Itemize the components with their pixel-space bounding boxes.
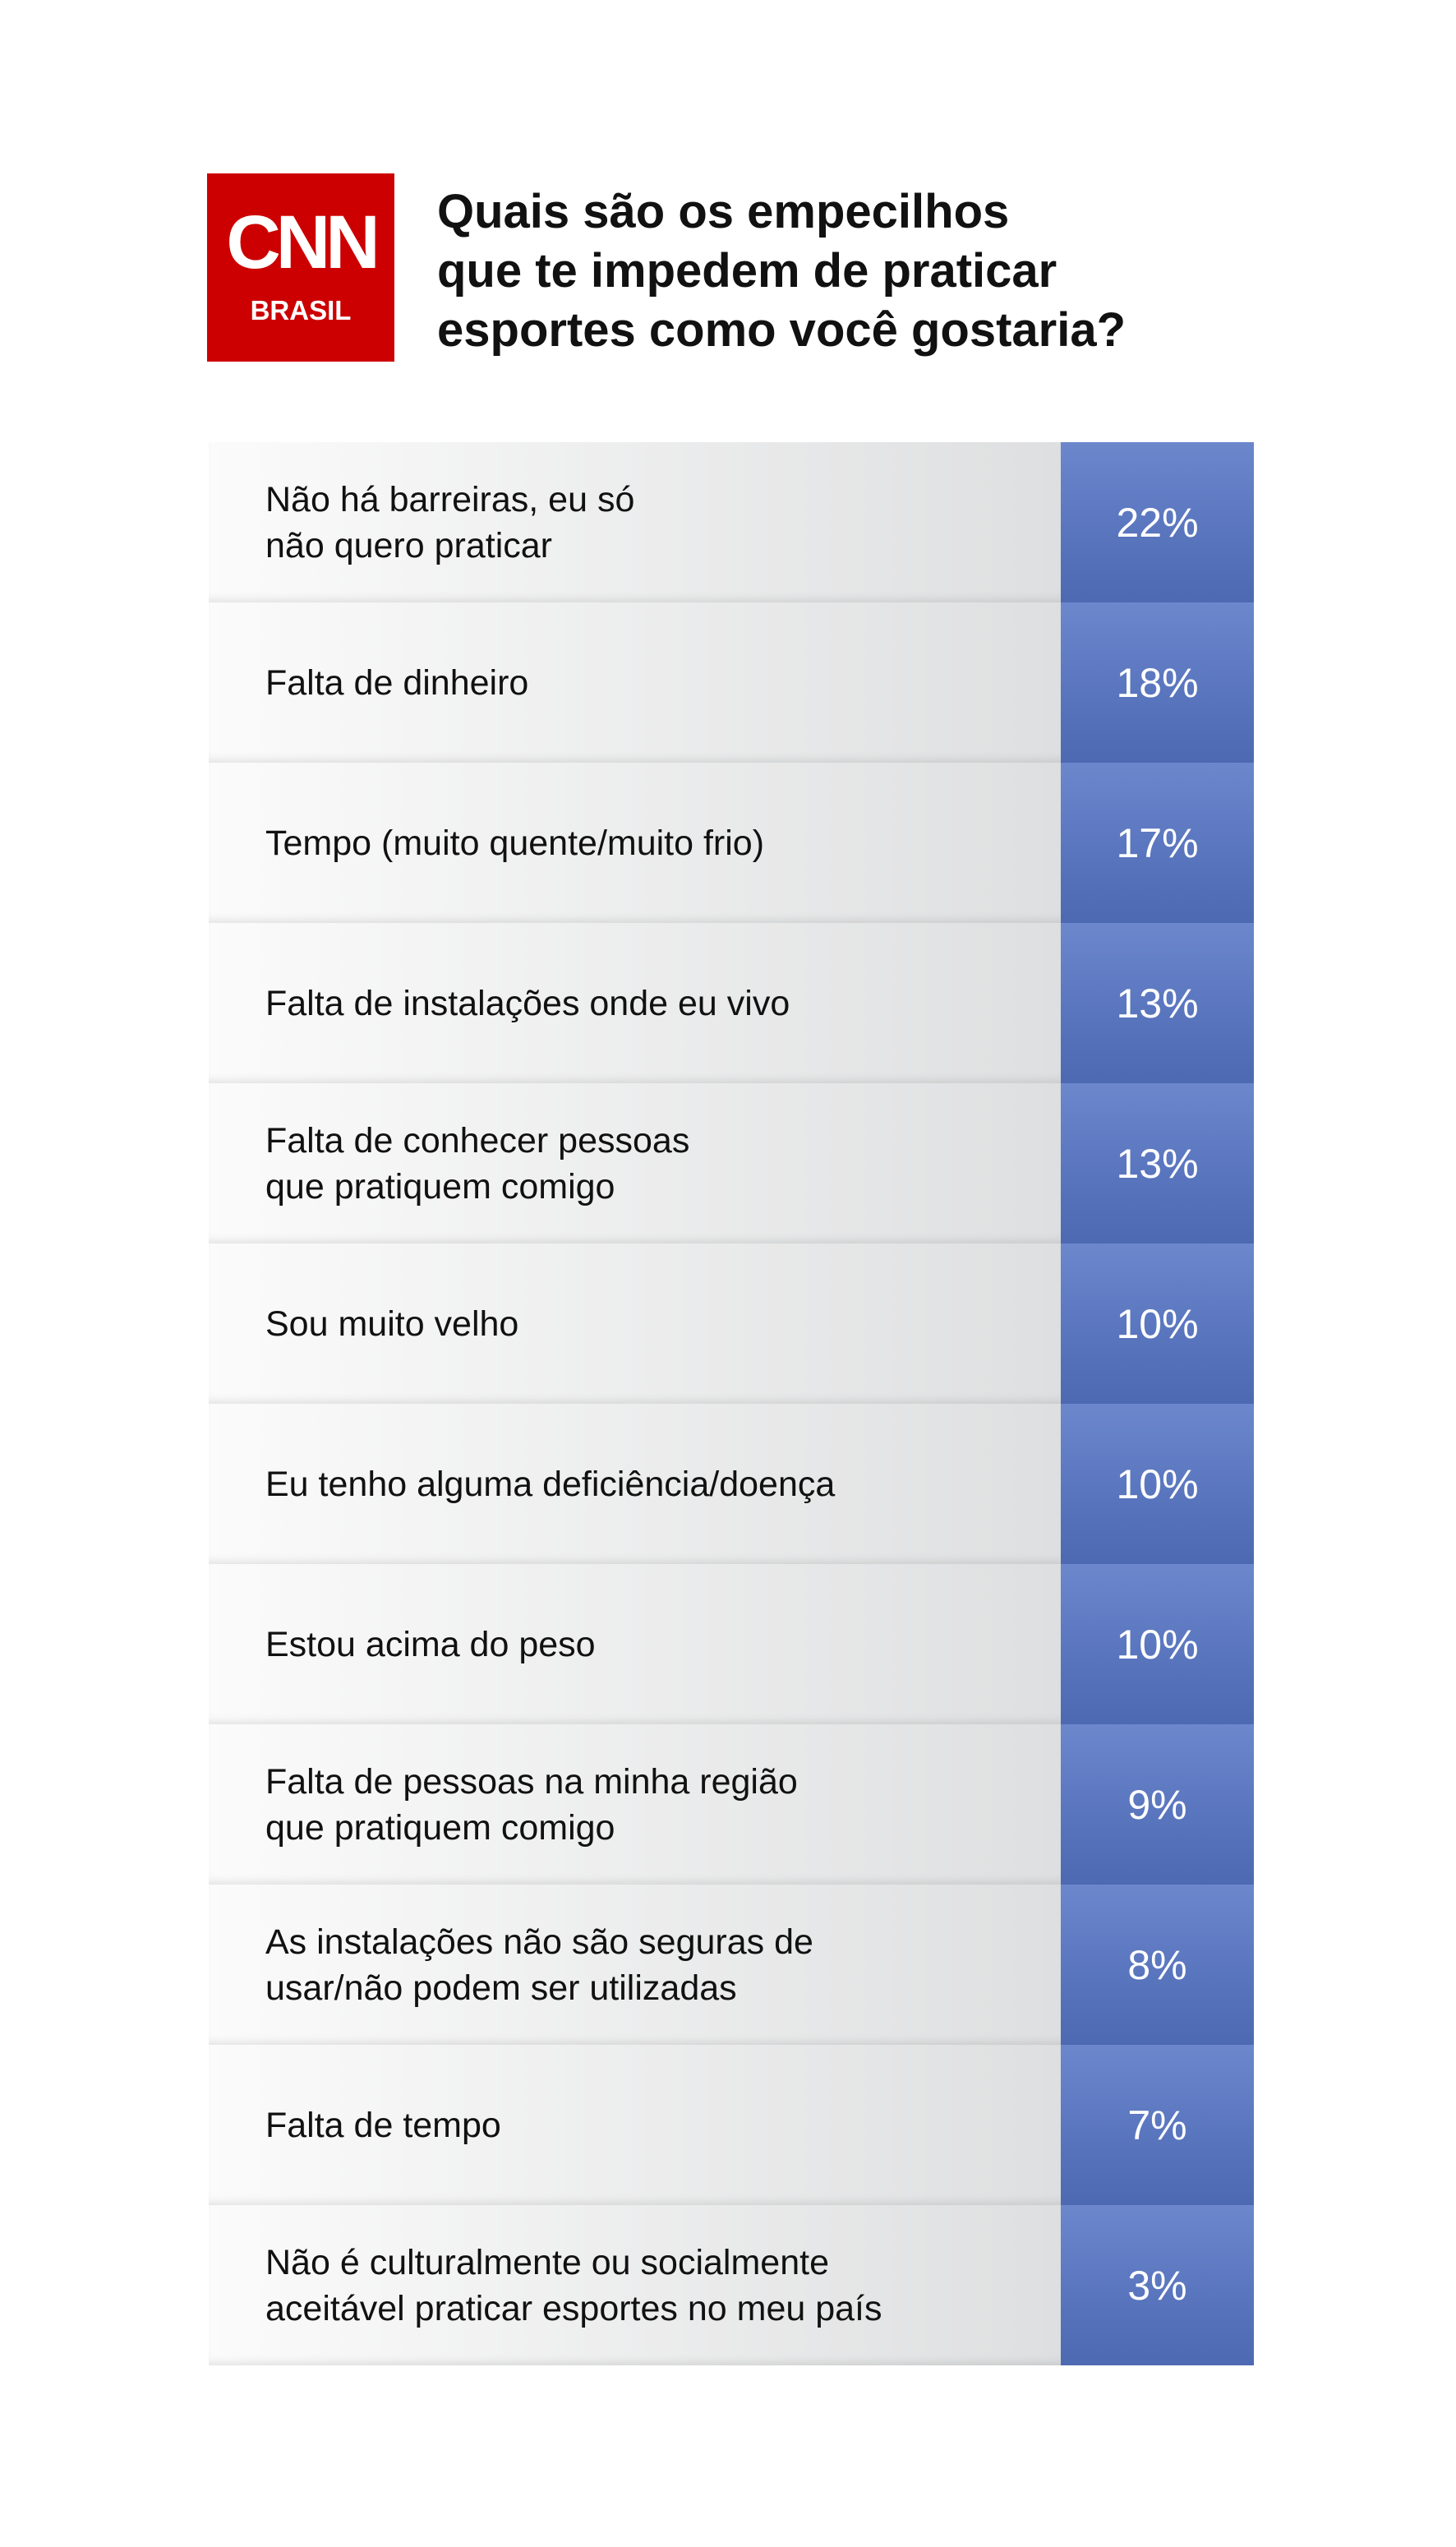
row-value: 10%: [1061, 1404, 1254, 1564]
row-value: 22%: [1061, 442, 1254, 602]
label-line: Falta de pessoas na minha região: [265, 1761, 798, 1802]
row-value: 18%: [1061, 602, 1254, 763]
row-label: Falta de pessoas na minha região que prat…: [209, 1724, 1061, 1885]
logo-subtitle: BRASIL: [250, 295, 352, 325]
label-line: aceitável praticar esportes no meu país: [265, 2288, 882, 2328]
table-row: Estou acima do peso 10%: [209, 1564, 1254, 1724]
table-row: As instalações não são seguras de usar/nã…: [209, 1885, 1254, 2045]
table: Não há barreiras, eu só não quero pratica…: [209, 442, 1254, 2365]
logo: CNN BRASIL: [207, 173, 394, 362]
row-label: Sou muito velho: [209, 1244, 1061, 1404]
table-row: Não é culturalmente ou socialmente aceitá…: [209, 2205, 1254, 2365]
row-label: Tempo (muito quente/muito frio): [209, 763, 1061, 923]
label-line: que pratiquem comigo: [265, 1807, 615, 1848]
table-row: Falta de dinheiro 18%: [209, 602, 1254, 763]
row-value: 10%: [1061, 1244, 1254, 1404]
row-label: Falta de conhecer pessoas que pratiquem c…: [209, 1083, 1061, 1244]
label-line: Falta de dinheiro: [265, 662, 529, 703]
table-row: Tempo (muito quente/muito frio) 17%: [209, 763, 1254, 923]
label-line: não quero praticar: [265, 525, 552, 565]
label-line: Tempo (muito quente/muito frio): [265, 823, 765, 863]
row-label: Falta de instalações onde eu vivo: [209, 923, 1061, 1083]
label-line: Falta de conhecer pessoas: [265, 1120, 690, 1160]
label-line: usar/não podem ser utilizadas: [265, 1968, 737, 2008]
label-line: Estou acima do peso: [265, 1624, 596, 1664]
row-value: 10%: [1061, 1564, 1254, 1724]
row-label: Estou acima do peso: [209, 1564, 1061, 1724]
label-line: Eu tenho alguma deficiência/doença: [265, 1464, 836, 1504]
row-value: 17%: [1061, 763, 1254, 923]
label-line: Não há barreiras, eu só: [265, 479, 635, 519]
table-row: Falta de instalações onde eu vivo 13%: [209, 923, 1254, 1083]
table-row: Falta de tempo 7%: [209, 2045, 1254, 2205]
table-row: Eu tenho alguma deficiência/doença 10%: [209, 1404, 1254, 1564]
row-label: Não há barreiras, eu só não quero pratica…: [209, 442, 1061, 602]
row-value: 13%: [1061, 1083, 1254, 1244]
table-row: Falta de pessoas na minha região que prat…: [209, 1724, 1254, 1885]
title: Quais são os empecilhos que te impedem de…: [437, 182, 1126, 360]
table-row: Não há barreiras, eu só não quero pratica…: [209, 442, 1254, 602]
row-value: 13%: [1061, 923, 1254, 1083]
table-row: Falta de conhecer pessoas que pratiquem c…: [209, 1083, 1254, 1244]
logo-text: CNN: [226, 201, 380, 284]
title-line: Quais são os empecilhos: [437, 185, 1010, 238]
row-label: Eu tenho alguma deficiência/doença: [209, 1404, 1061, 1564]
row-value: 8%: [1061, 1885, 1254, 2045]
title-line: que te impedem de praticar: [437, 244, 1057, 298]
row-value: 7%: [1061, 2045, 1254, 2205]
label-line: Sou muito velho: [265, 1303, 519, 1344]
row-label: Não é culturalmente ou socialmente aceitá…: [209, 2205, 1061, 2365]
row-label: Falta de tempo: [209, 2045, 1061, 2205]
title-line: esportes como você gostaria?: [437, 303, 1127, 357]
row-value: 3%: [1061, 2205, 1254, 2365]
label-line: Não é culturalmente ou socialmente: [265, 2242, 829, 2282]
label-line: Falta de tempo: [265, 2105, 501, 2145]
label-line: que pratiquem comigo: [265, 1166, 615, 1207]
table-row: Sou muito velho 10%: [209, 1244, 1254, 1404]
row-label: Falta de dinheiro: [209, 602, 1061, 763]
row-value: 9%: [1061, 1724, 1254, 1885]
label-line: As instalações não são seguras de: [265, 1922, 813, 1962]
row-label: As instalações não são seguras de usar/nã…: [209, 1885, 1061, 2045]
label-line: Falta de instalações onde eu vivo: [265, 983, 790, 1023]
